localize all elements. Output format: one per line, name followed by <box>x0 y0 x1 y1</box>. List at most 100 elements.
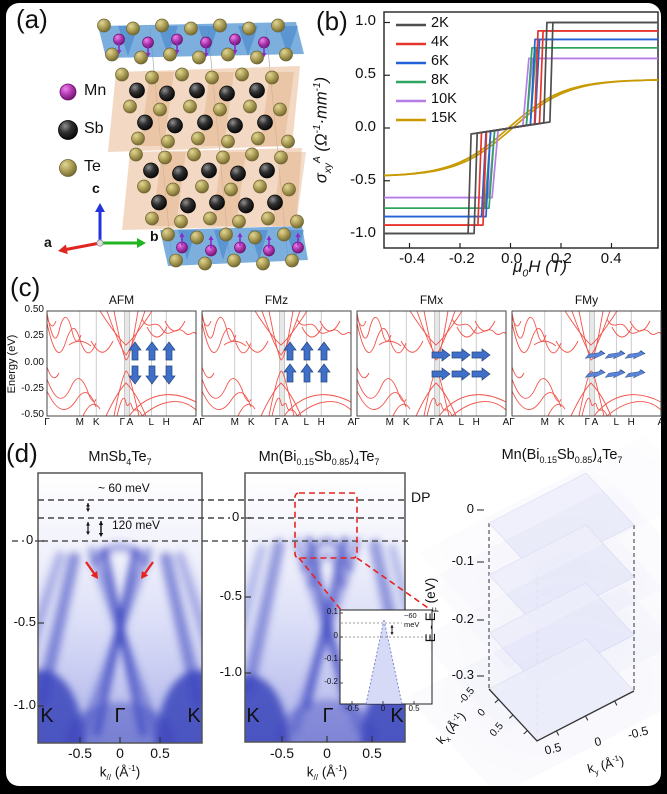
kpoint-label: Γ <box>429 417 435 428</box>
te-atom <box>145 211 159 226</box>
te-atom <box>169 253 183 268</box>
kpoint-label: K <box>402 417 410 428</box>
inset-ytick: -0.1 <box>324 654 338 663</box>
spin-arrow-diag <box>584 350 606 360</box>
kpoint-label: M <box>385 417 394 428</box>
d-xtick: -0.5 <box>269 745 295 761</box>
te-atom <box>184 21 198 36</box>
te-atom <box>115 67 129 82</box>
sb-atom <box>209 194 225 211</box>
legend-te-label: Te <box>84 158 101 175</box>
axis-c-label: c <box>92 180 100 196</box>
kpoint-label: Γ <box>274 417 280 428</box>
kpoint-label: A <box>502 417 510 428</box>
kpoint-label: L <box>458 417 465 428</box>
map-energy-tick: -0.3 <box>451 667 474 682</box>
te-atom <box>198 256 212 271</box>
te-atom <box>219 227 233 242</box>
spin-arrow-diag <box>604 369 626 379</box>
te-atom <box>145 70 159 85</box>
sb-atom <box>129 82 145 99</box>
te-atom <box>213 102 227 117</box>
te-atom <box>161 227 175 242</box>
te-atom <box>221 47 235 62</box>
kpoint-label: Γ <box>199 417 205 428</box>
ky-tick: -0.5 <box>626 723 650 743</box>
spin-arrow-up <box>145 341 159 361</box>
te-atom <box>248 230 262 245</box>
sb-atom <box>180 197 196 214</box>
te-atom <box>277 227 291 242</box>
sb-atom <box>151 194 167 211</box>
spin-arrow-dn <box>162 365 176 385</box>
d-xtick: 0 <box>116 745 124 761</box>
b-xtick: 0.0 <box>501 250 523 267</box>
momentum-point-label: K <box>246 705 260 727</box>
band-panel-title: FMy <box>574 293 599 307</box>
kpoint-label: A <box>347 417 355 428</box>
te-atom <box>213 18 227 33</box>
d-energy-tick: -0.5 <box>13 614 36 629</box>
te-atom <box>161 134 175 149</box>
inset-60mev-note-line1: ~60 <box>404 611 417 620</box>
legend-label-4K: 4K <box>431 34 449 50</box>
te-atom <box>105 47 119 62</box>
spin-arrow-dn <box>145 365 159 385</box>
te-atom <box>126 21 140 36</box>
map-energy-tick: 0 <box>466 501 474 516</box>
te-atom <box>216 150 230 165</box>
spin-arrow-right <box>471 348 491 362</box>
kpoint-label: L <box>613 417 620 428</box>
b-xtick: 0.4 <box>600 250 622 267</box>
mn-legend-icon <box>59 83 77 101</box>
te-atom <box>205 70 219 85</box>
c-ytick: -0.50 <box>21 409 44 420</box>
te-atom <box>183 99 197 114</box>
kpoint-label: K <box>92 417 100 428</box>
d-xtick: -0.5 <box>67 745 93 761</box>
legend-label-10K: 10K <box>431 91 457 107</box>
arpes-middle-title: Mn(Bi0.15Sb0.85)4Te7 <box>258 449 380 467</box>
kpoint-label: H <box>162 417 170 428</box>
spin-arrow-diag <box>624 350 646 360</box>
ky-tick: 0.5 <box>543 739 563 758</box>
te-atom <box>175 67 189 82</box>
sb-atom <box>189 82 205 99</box>
spin-arrow-up <box>283 363 297 383</box>
te-atom <box>192 50 206 65</box>
b-ytick: 0.5 <box>355 65 376 82</box>
inset-ytick: 0 <box>333 631 338 640</box>
legend-label-15K: 15K <box>431 110 457 126</box>
te-atom <box>279 47 293 62</box>
legend-label-8K: 8K <box>431 72 449 88</box>
kpoint-label: Γ <box>44 417 50 428</box>
kpoint-label: A <box>281 417 289 428</box>
te-atom <box>191 131 205 146</box>
te-atom <box>253 179 267 194</box>
kpoint-label: M <box>540 417 549 428</box>
spin-arrow-dn <box>128 365 142 385</box>
te-atom <box>174 214 188 229</box>
sb-atom <box>230 165 246 182</box>
te-atom <box>245 147 259 162</box>
te-legend-icon <box>59 159 77 177</box>
inset-ytick: 0.1 <box>326 607 338 616</box>
zoom-box <box>294 492 358 559</box>
te-atom <box>187 147 201 162</box>
d-energy-tick: 0 <box>230 509 242 524</box>
te-atom <box>227 253 241 268</box>
sb-atom <box>159 85 175 102</box>
te-atom <box>163 47 177 62</box>
b-ytick: -1.0 <box>350 224 376 241</box>
kx-tick: 0.5 <box>487 720 506 740</box>
spin-arrow-up <box>128 341 142 361</box>
hall-hysteresis-chart <box>383 11 659 249</box>
c-ytick: 0.00 <box>24 356 44 368</box>
te-atom <box>134 50 148 65</box>
sb-atom <box>227 117 243 134</box>
kx-tick: 0 <box>475 706 489 719</box>
te-atom <box>166 182 180 197</box>
d-energy-tick: -0.5 <box>219 588 242 603</box>
